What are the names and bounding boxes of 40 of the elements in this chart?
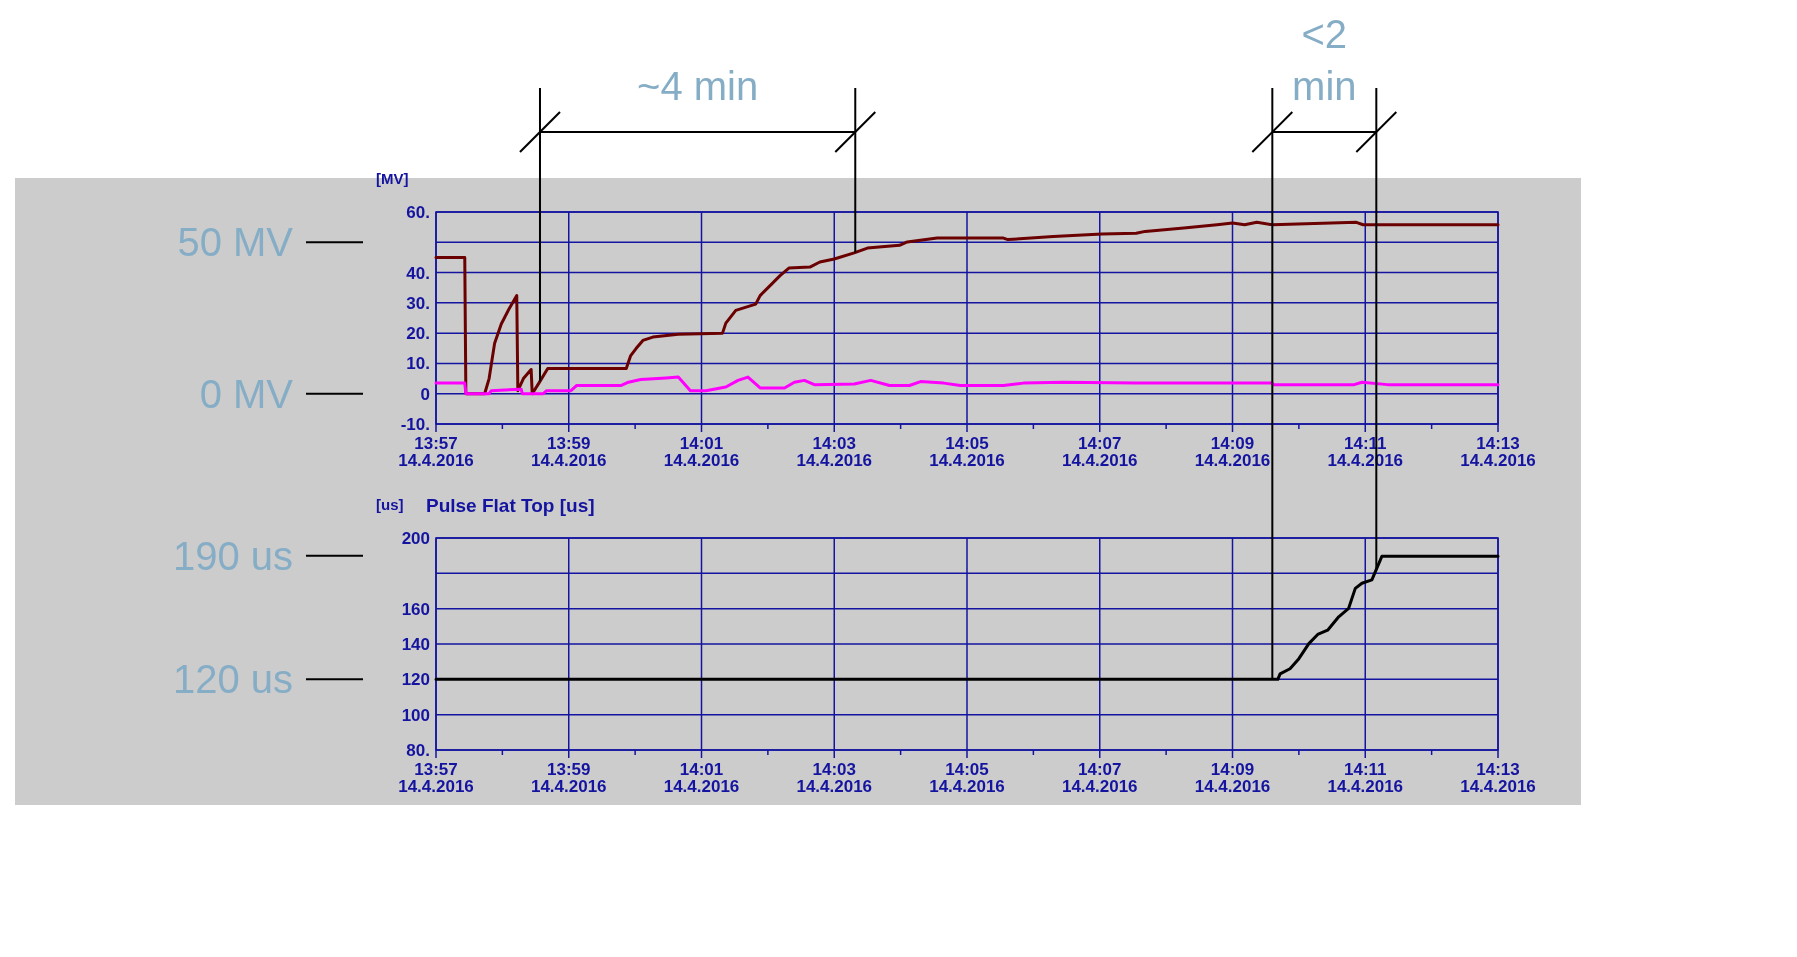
x-tick-label: 13:57 14.4.2016 xyxy=(398,760,474,796)
x-tick-label: 13:59 14.4.2016 xyxy=(530,760,607,796)
text: <2 min xyxy=(1292,12,1357,108)
x-tick-label: 14:09 14.4.2016 xyxy=(1194,434,1271,470)
y-tick-label: 40. xyxy=(406,263,430,283)
ref-line-label: 50 MV xyxy=(177,220,294,265)
y-tick-label: 120 xyxy=(401,670,430,690)
x-tick-label: 14:07 14.4.2016 xyxy=(1061,434,1138,470)
x-tick-label: 14:05 14.4.2016 xyxy=(929,434,1005,470)
chart-title: Pulse Flat Top [us] xyxy=(426,495,595,516)
x-tick-label: 14:13 14.4.2016 xyxy=(1460,760,1536,796)
x-tick-label: 14:03 14.4.2016 xyxy=(796,760,873,796)
x-tick-label: 14:11 14.4.2016 xyxy=(1327,760,1404,796)
line-series xyxy=(434,375,1500,396)
ref-line-label: 0 MV xyxy=(199,371,294,416)
x-tick-label: 14:13 14.4.2016 xyxy=(1460,434,1536,470)
x-tick-label: 13:59 14.4.2016 xyxy=(530,434,607,470)
x-tick-label: 14:05 14.4.2016 xyxy=(929,760,1005,796)
y-tick-label: 140 xyxy=(401,634,430,654)
y-tick-label: 60. xyxy=(406,202,430,222)
text: ~4 min xyxy=(637,64,759,108)
y-axis-title: [us] xyxy=(376,496,404,513)
y-axis-title: [MV] xyxy=(376,170,409,187)
x-tick-label: 14:01 14.4.2016 xyxy=(663,434,740,470)
ref-line-label: 120 us xyxy=(172,657,293,702)
y-tick-label: 80. xyxy=(406,740,430,760)
x-tick-label: 14:07 14.4.2016 xyxy=(1061,760,1138,796)
ref-line-label: 190 us xyxy=(172,533,293,578)
x-tick-label: 14:03 14.4.2016 xyxy=(796,434,873,470)
y-tick-label: 200 xyxy=(401,528,430,548)
y-tick-label: 30. xyxy=(406,293,430,313)
y-tick-label: 20. xyxy=(406,324,430,344)
y-tick-label: -10. xyxy=(400,414,430,434)
x-tick-label: 14:09 14.4.2016 xyxy=(1194,760,1271,796)
y-tick-label: 100 xyxy=(401,705,430,725)
y-tick-label: 0 xyxy=(420,384,430,404)
y-tick-label: 10. xyxy=(406,354,430,374)
x-tick-label: 14:01 14.4.2016 xyxy=(663,760,740,796)
x-tick-label: 13:57 14.4.2016 xyxy=(398,434,474,470)
y-tick-label: 160 xyxy=(401,599,430,619)
